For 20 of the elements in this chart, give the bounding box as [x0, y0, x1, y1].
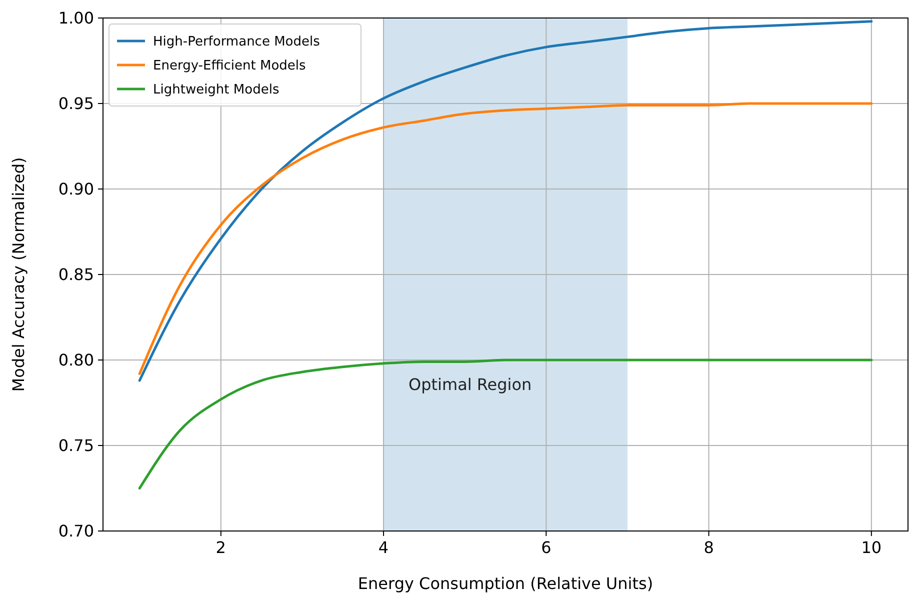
- x-tick-label: 4: [378, 538, 389, 557]
- x-tick-label: 2: [216, 538, 226, 557]
- x-tick-label: 10: [861, 538, 882, 557]
- legend-label: Lightweight Models: [153, 82, 280, 98]
- band-label: Optimal Region: [408, 374, 532, 394]
- y-tick-label: 0.80: [58, 350, 94, 370]
- x-tick-label: 8: [704, 538, 714, 557]
- y-tick-label: 0.75: [58, 436, 94, 456]
- line-series: [138, 358, 873, 490]
- y-tick-label: 0.70: [58, 522, 94, 541]
- y-tick-label: 0.90: [58, 180, 94, 199]
- legend-label: Energy-Efficient Models: [153, 58, 306, 74]
- y-tick-label: 0.85: [58, 265, 94, 284]
- y-tick-label: 1.00: [58, 8, 94, 28]
- legend-label: High-Performance Models: [153, 34, 320, 50]
- line-series: [138, 102, 873, 375]
- y-axis-title: Model Accuracy (Normalized): [9, 157, 28, 392]
- y-tick-label: 0.95: [58, 94, 94, 114]
- x-tick-label: 6: [541, 538, 552, 557]
- x-axis-title: Energy Consumption (Relative Units): [358, 574, 654, 593]
